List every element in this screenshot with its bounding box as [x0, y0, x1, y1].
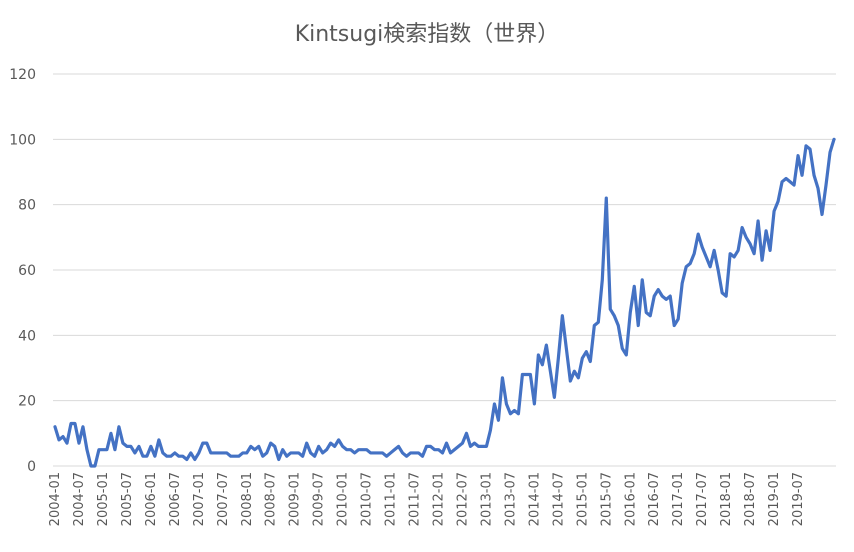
x-tick-label: 2015-07: [599, 472, 614, 526]
x-tick-label: 2015-01: [575, 472, 590, 526]
x-tick: 2014-07: [551, 472, 566, 526]
x-tick: 2007-07: [216, 472, 231, 526]
y-tick: 60: [18, 263, 36, 279]
series-line: [53, 137, 836, 468]
x-tick-label: 2014-01: [527, 472, 542, 526]
x-tick: 2010-07: [360, 472, 375, 526]
x-tick-label: 2017-07: [695, 472, 710, 526]
x-tick-label: 2014-07: [551, 472, 566, 526]
x-tick: 2016-01: [623, 472, 638, 526]
y-tick-label: 80: [18, 198, 36, 214]
y-tick-label: 120: [9, 67, 36, 83]
x-tick: 2018-01: [719, 472, 734, 526]
x-tick: 2005-01: [96, 472, 111, 526]
x-tick-label: 2016-01: [623, 472, 638, 526]
x-tick: 2018-07: [743, 472, 758, 526]
x-tick: 2004-07: [72, 472, 87, 526]
x-tick-label: 2005-01: [96, 472, 111, 526]
x-tick-label: 2016-07: [647, 472, 662, 526]
x-tick-label: 2018-01: [719, 472, 734, 526]
x-tick: 2015-07: [599, 472, 614, 526]
x-tick: 2012-01: [432, 472, 447, 526]
x-tick-label: 2018-07: [743, 472, 758, 526]
x-tick: 2015-01: [575, 472, 590, 526]
x-tick-label: 2005-07: [120, 472, 135, 526]
x-tick-label: 2004-01: [48, 472, 63, 526]
x-tick-label: 2007-01: [192, 472, 207, 526]
x-tick: 2008-07: [264, 472, 279, 526]
y-tick: 0: [27, 459, 36, 475]
y-tick-label: 40: [18, 328, 36, 344]
x-tick-label: 2017-01: [671, 472, 686, 526]
x-tick-label: 2012-01: [432, 472, 447, 526]
chart-title: Kintsugi検索指数（世界）: [294, 22, 560, 47]
x-tick: 2014-01: [527, 472, 542, 526]
x-tick-label: 2007-07: [216, 472, 231, 526]
x-tick: 2019-07: [791, 472, 806, 526]
y-tick-label: 0: [27, 459, 36, 475]
x-tick-label: 2019-07: [791, 472, 806, 526]
x-tick: 2004-01: [48, 472, 63, 526]
x-tick: 2016-07: [647, 472, 662, 526]
x-tick-label: 2004-07: [72, 472, 87, 526]
x-tick-label: 2008-07: [264, 472, 279, 526]
x-tick-label: 2009-01: [288, 472, 303, 526]
x-tick-label: 2012-07: [456, 472, 471, 526]
y-tick: 80: [18, 198, 36, 214]
x-tick-label: 2006-01: [144, 472, 159, 526]
x-tick-label: 2019-01: [767, 472, 782, 526]
x-tick: 2009-07: [312, 472, 327, 526]
y-tick: 20: [18, 394, 36, 410]
x-tick-label: 2009-07: [312, 472, 327, 526]
x-tick: 2006-07: [168, 472, 183, 526]
y-tick-label: 100: [9, 132, 36, 148]
x-tick-label: 2013-01: [479, 472, 494, 526]
x-tick-label: 2013-07: [503, 472, 518, 526]
y-tick: 120: [9, 67, 36, 83]
x-tick-label: 2010-01: [336, 472, 351, 526]
y-tick-label: 20: [18, 394, 36, 410]
x-tick: 2010-01: [336, 472, 351, 526]
x-tick: 2007-01: [192, 472, 207, 526]
x-tick-label: 2006-07: [168, 472, 183, 526]
x-tick: 2012-07: [456, 472, 471, 526]
y-tick-label: 60: [18, 263, 36, 279]
x-tick: 2017-01: [671, 472, 686, 526]
x-tick-label: 2008-01: [240, 472, 255, 526]
x-tick: 2006-01: [144, 472, 159, 526]
x-tick-label: 2010-07: [360, 472, 375, 526]
x-tick-label: 2011-07: [408, 472, 423, 526]
x-tick: 2005-07: [120, 472, 135, 526]
x-tick: 2019-01: [767, 472, 782, 526]
y-tick: 40: [18, 328, 36, 344]
x-tick: 2008-01: [240, 472, 255, 526]
x-tick: 2011-01: [384, 472, 399, 526]
x-tick: 2009-01: [288, 472, 303, 526]
x-tick: 2011-07: [408, 472, 423, 526]
x-tick: 2013-07: [503, 472, 518, 526]
x-tick: 2013-01: [479, 472, 494, 526]
x-tick-label: 2011-01: [384, 472, 399, 526]
x-tick: 2017-07: [695, 472, 710, 526]
y-tick: 100: [9, 132, 36, 148]
